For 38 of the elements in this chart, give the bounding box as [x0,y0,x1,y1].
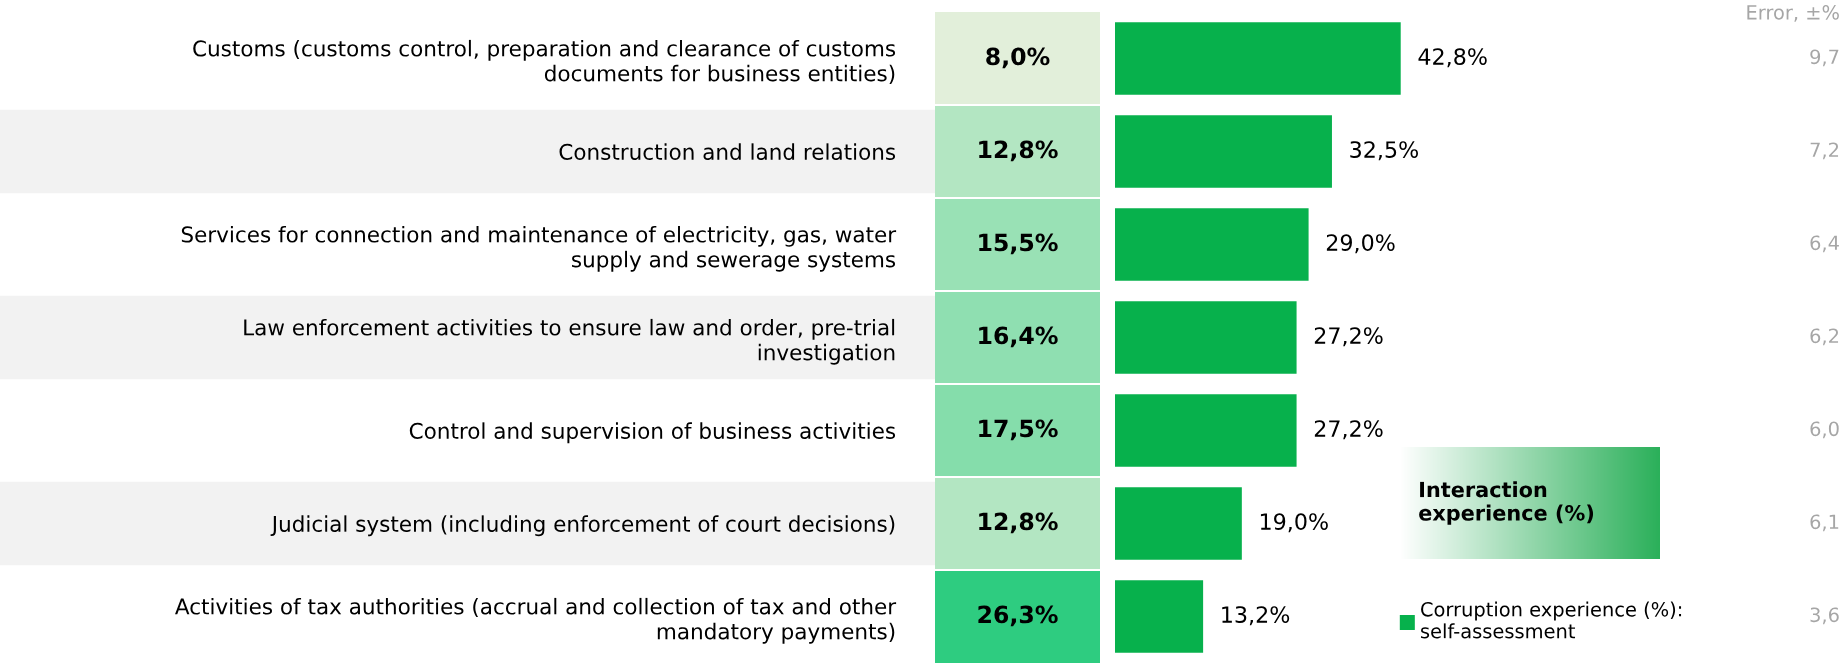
data-label: 16,4% [979,326,1058,348]
y-tick-label: Activities of tax authorities (accrual and collection of tax and other mandatory payments) [175,597,897,644]
data-label: 13,2% [1222,606,1290,626]
bar [1115,208,1309,281]
text: Error, ±% [1747,4,1839,22]
bar [1115,394,1297,467]
y-tick-label: Judicial system (including enforcement of court decisions) [270,515,895,537]
text: 3,6 [1810,607,1839,625]
data-label: 19,0% [1260,513,1328,533]
bar [1115,487,1242,560]
color-bar-title: Interaction experience (%) [1419,481,1594,525]
text: 6,0 [1810,421,1839,439]
bar [1115,22,1401,95]
data-label: 26,3% [978,605,1058,627]
y-tick-label: Law enforcement activities to ensure law and order, pre-trial investigation [244,318,895,365]
bar [1115,580,1204,653]
bar [1115,115,1332,188]
data-label: 29,0% [1326,234,1395,254]
data-label: 32,5% [1350,141,1418,161]
y-tick-label: Customs (customs control, preparation and clearance of customs documents for business entities) [193,39,896,85]
text: 6,4 [1810,235,1839,253]
legend-label: Corruption experience (%): self-assessment [1421,601,1682,639]
text: 6,1 [1810,514,1839,532]
y-tick-label: Control and supervision of business activities [409,422,896,444]
bar [1115,301,1297,374]
text: 9,7 [1810,49,1839,67]
data-label: 27,2% [1314,420,1383,440]
y-tick-label: Services for connection and maintenance of electricity, gas, water supply and sewerage systems [181,225,897,272]
data-label: 12,8% [979,140,1058,162]
y-tick-label: Construction and land relations [559,143,896,160]
data-label: 42,8% [1418,48,1487,68]
text: 7,2 [1810,142,1839,160]
data-label: 8,0% [986,47,1050,69]
data-label: 27,2% [1314,327,1383,347]
text: 6,2 [1810,328,1839,346]
data-label: 12,8% [979,512,1058,534]
data-label: 15,5% [979,233,1058,255]
data-label: 17,5% [979,419,1058,441]
